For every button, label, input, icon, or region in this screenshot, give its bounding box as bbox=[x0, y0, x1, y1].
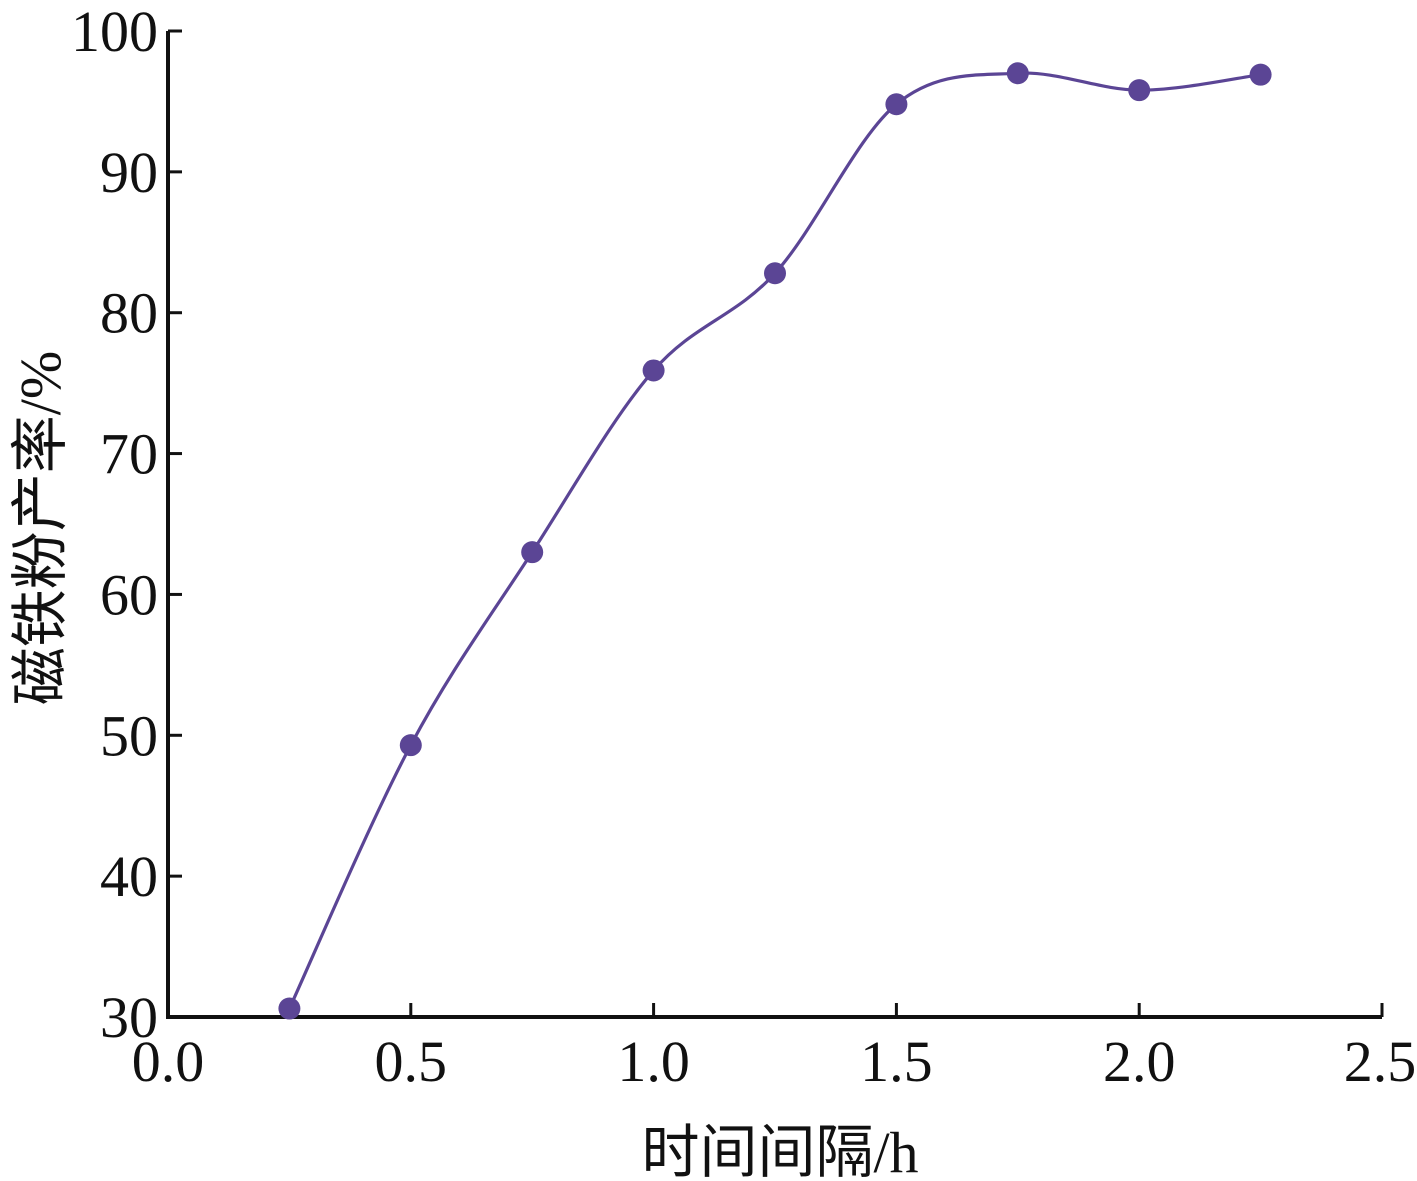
series-line bbox=[287, 71, 1263, 1011]
y-tick-label: 100 bbox=[71, 0, 158, 64]
y-tick-label: 90 bbox=[100, 140, 158, 205]
data-point bbox=[1006, 62, 1029, 85]
x-tick-label: 1.5 bbox=[860, 1029, 933, 1094]
x-tick-label: 0.0 bbox=[132, 1029, 205, 1094]
y-tick-label: 80 bbox=[100, 281, 158, 346]
data-point bbox=[1128, 79, 1151, 102]
y-tick-label: 70 bbox=[100, 422, 158, 487]
x-tick-label: 0.5 bbox=[375, 1029, 448, 1094]
x-tick-label: 2.0 bbox=[1103, 1029, 1176, 1094]
y-ticks: 30 40 50 60 70 80 90 100 bbox=[71, 0, 182, 1050]
data-point bbox=[399, 734, 422, 757]
data-point bbox=[885, 93, 908, 116]
data-point bbox=[278, 997, 301, 1020]
y-tick-label: 50 bbox=[100, 703, 158, 768]
y-tick-label: 60 bbox=[100, 562, 158, 627]
data-point bbox=[642, 359, 665, 382]
x-ticks: 0.0 0.5 1.0 1.5 2.0 2.5 bbox=[132, 1003, 1417, 1094]
y-tick-label: 40 bbox=[100, 844, 158, 909]
chart-axes: 30 40 50 60 70 80 90 100 0.0 0.5 1.0 1.5 2.0 2.5 bbox=[71, 0, 1416, 1094]
x-tick-label: 1.0 bbox=[617, 1029, 690, 1094]
x-axis-title: 时间间隔/h bbox=[641, 1120, 918, 1181]
y-axis-title: 磁铁粉产率/% bbox=[8, 351, 73, 705]
y-tick-label: 30 bbox=[100, 985, 158, 1050]
data-point bbox=[764, 262, 786, 285]
data-point bbox=[521, 541, 544, 564]
data-point bbox=[1249, 63, 1272, 86]
data-points bbox=[278, 62, 1272, 1020]
x-tick-label: 2.5 bbox=[1344, 1029, 1417, 1094]
